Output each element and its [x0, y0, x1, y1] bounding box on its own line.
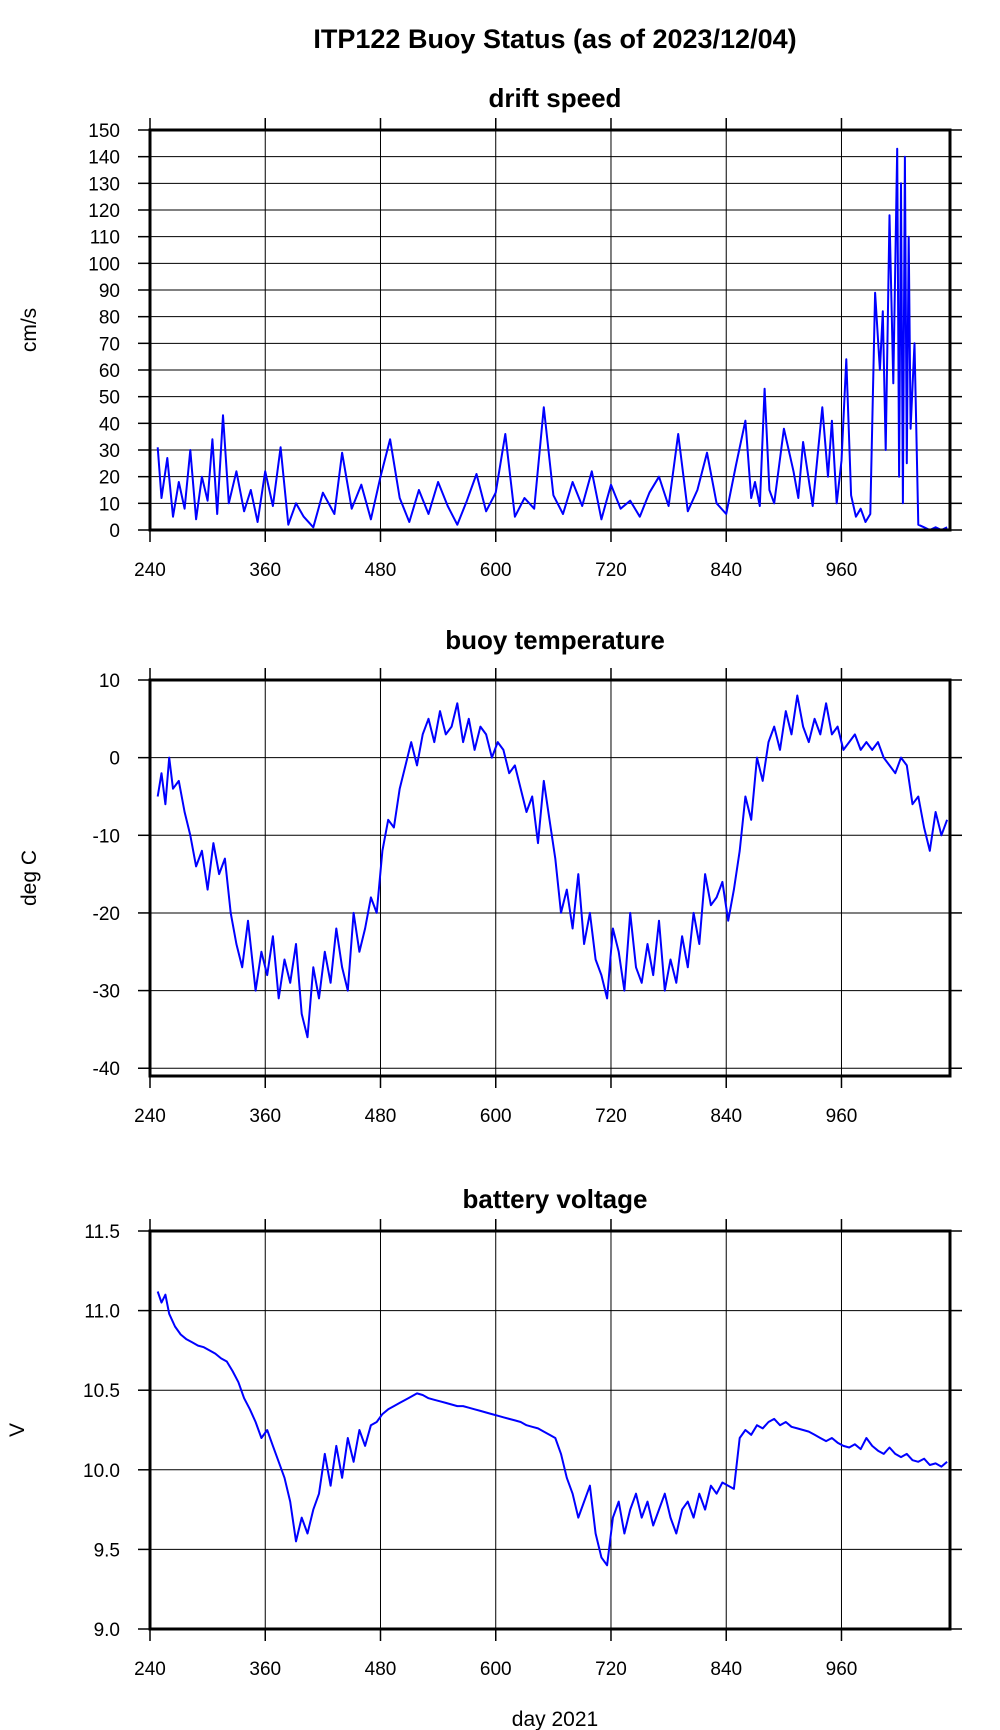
y-tick-label: 40: [99, 414, 120, 435]
y-tick-label: 10.0: [83, 1461, 120, 1482]
x-tick-label: 720: [595, 560, 627, 581]
drift-speed-ticks: 0 10 20 30 40 50 60 70 80 90 100 110 120 130 140 150 240…: [88, 118, 962, 581]
y-tick-label: 100: [88, 254, 120, 275]
battery-voltage-ticks: 9.0 9.5 10.0 10.5 11.0 11.5 240 360 480 600 720 840…: [83, 1219, 962, 1680]
y-tick-label: 11.5: [84, 1222, 120, 1243]
x-tick-label: 240: [134, 1659, 166, 1680]
x-tick-label: 240: [134, 560, 166, 581]
battery-voltage-panel: battery voltage V 9.0 9.5 10.0 10.5 11.0 11.5…: [6, 1184, 962, 1680]
x-tick-label: 960: [826, 1659, 858, 1680]
drift-speed-panel: drift speed cm/s 0 10 20 30 40 50 60 70 80 90 100 1…: [18, 83, 962, 581]
y-tick-label: 20: [99, 468, 120, 489]
x-tick-label: 960: [826, 1106, 858, 1127]
x-tick-label: 360: [249, 1659, 281, 1680]
y-tick-label: 140: [88, 148, 120, 169]
x-tick-label: 240: [134, 1106, 166, 1127]
x-tick-label: 480: [365, 1106, 397, 1127]
page-title: ITP122 Buoy Status (as of 2023/12/04): [313, 24, 796, 54]
x-tick-label: 600: [480, 560, 512, 581]
y-tick-label: -20: [93, 904, 120, 925]
buoy-temperature-plot-frame: [148, 678, 952, 1078]
battery-voltage-series-line: [156, 1291, 948, 1567]
x-tick-label: 960: [826, 560, 858, 581]
buoy-temperature-panel: buoy temperature deg C -40 -30 -20 -10 0 10 24…: [18, 625, 962, 1127]
y-tick-label: -10: [93, 826, 120, 847]
x-tick-label: 840: [710, 1659, 742, 1680]
y-tick-label: -30: [93, 982, 120, 1003]
buoy-temperature-ticks: -40 -30 -20 -10 0 10 240 360 480 600 720 840 960: [93, 668, 962, 1127]
x-tick-label: 600: [480, 1106, 512, 1127]
y-tick-label: 10: [99, 494, 120, 515]
y-tick-label: 110: [90, 228, 120, 249]
x-tick-label: 360: [249, 1106, 281, 1127]
buoy-temperature-gridlines: [150, 680, 950, 1076]
x-tick-label: 480: [365, 560, 397, 581]
y-tick-label: 10: [99, 671, 120, 692]
x-tick-label: 720: [595, 1106, 627, 1127]
drift-speed-plot-frame: [148, 128, 952, 532]
x-axis-label: day 2021: [512, 1708, 598, 1730]
y-tick-label: 130: [88, 174, 120, 195]
x-tick-label: 480: [365, 1659, 397, 1680]
battery-voltage-title: battery voltage: [463, 1184, 648, 1214]
y-tick-label: 50: [99, 388, 120, 409]
buoy-temperature-y-axis-label: deg C: [18, 850, 41, 906]
y-tick-label: 90: [99, 281, 120, 302]
y-tick-label: 60: [99, 361, 120, 382]
y-tick-label: 9.0: [94, 1620, 120, 1641]
drift-speed-title: drift speed: [489, 83, 622, 113]
drift-speed-gridlines: [150, 130, 950, 530]
x-tick-label: 360: [249, 560, 281, 581]
x-tick-label: 840: [710, 1106, 742, 1127]
drift-speed-y-axis-label: cm/s: [18, 308, 41, 352]
y-tick-label: 9.5: [94, 1540, 120, 1561]
y-tick-label: -40: [93, 1059, 120, 1080]
y-tick-label: 30: [99, 441, 120, 462]
x-tick-label: 720: [595, 1659, 627, 1680]
drift-speed-series-line: [156, 147, 948, 531]
x-tick-label: 840: [710, 560, 742, 581]
y-tick-label: 0: [109, 749, 120, 770]
y-tick-label: 80: [99, 308, 120, 329]
battery-voltage-plot-frame: [148, 1229, 952, 1631]
y-tick-label: 0: [109, 521, 120, 542]
battery-voltage-y-axis-label: V: [6, 1423, 29, 1437]
y-tick-label: 150: [88, 121, 120, 142]
y-tick-label: 11.0: [84, 1302, 120, 1323]
buoy-temperature-title: buoy temperature: [445, 625, 665, 655]
battery-voltage-gridlines: [150, 1231, 950, 1629]
buoy-temperature-series-line: [156, 694, 949, 1039]
y-tick-label: 10.5: [83, 1381, 120, 1402]
y-tick-label: 120: [88, 201, 120, 222]
y-tick-label: 70: [99, 334, 120, 355]
x-tick-label: 600: [480, 1659, 512, 1680]
